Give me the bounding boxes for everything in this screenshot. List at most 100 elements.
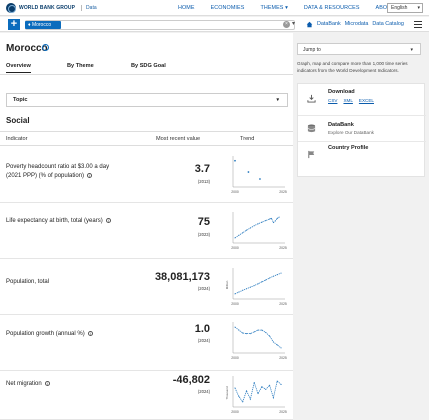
topic-select-label: Topic (13, 97, 28, 103)
trend-sparkline[interactable]: 2000 2025 (225, 319, 288, 361)
nav-about[interactable]: ABOUT (375, 5, 395, 11)
databank-subtitle: Explore Our DataBank (328, 130, 374, 135)
indicator-label[interactable]: Population growth (annual %) i (6, 330, 121, 339)
x-tick-label: 2025 (279, 410, 287, 414)
link-microdata[interactable]: Microdata (344, 21, 369, 27)
data-point (247, 171, 250, 173)
selected-country-chip[interactable]: ♦ Morocco (25, 21, 61, 29)
nav-economies[interactable]: ECONOMIES (210, 5, 245, 11)
download-xml-link[interactable]: XML (343, 98, 353, 103)
info-icon: i (105, 217, 111, 223)
nav-home[interactable]: HOME (178, 5, 195, 11)
x-tick-label: 2000 (231, 302, 239, 306)
indicator-year: (2024) (197, 389, 210, 394)
indicator-year: (2024) (197, 286, 210, 291)
indicator-label[interactable]: Population, total (6, 279, 50, 285)
series-line (234, 216, 280, 239)
data-point (253, 381, 255, 384)
nav-themes[interactable]: THEMES ▾ (260, 5, 288, 11)
nav-data-resources[interactable]: DATA & RESOURCES (303, 5, 360, 11)
data-point (242, 332, 244, 334)
country-search-input[interactable] (25, 20, 295, 30)
data-point (272, 275, 274, 277)
data-point (257, 283, 259, 285)
x-tick-label: 2000 (231, 190, 239, 194)
section-heading: Social (6, 116, 30, 125)
tab-by-theme[interactable]: By Theme (67, 63, 94, 69)
data-point (261, 386, 263, 388)
trend-sparkline[interactable]: 2000 2025 (225, 209, 288, 251)
link-databank[interactable]: DataBank (317, 21, 341, 27)
table-row: Population growth (annual %) i 1.0 (2024)… (0, 315, 293, 371)
indicator-year: (2013) (197, 179, 210, 184)
column-trend: Trend (240, 136, 255, 142)
data-point (276, 344, 278, 346)
data-point (272, 221, 274, 224)
tab-bar: Overview By Theme By SDG Goal (0, 63, 293, 75)
brand-section[interactable]: Data (81, 4, 97, 11)
database-icon (307, 124, 316, 133)
download-title: Download (328, 89, 355, 95)
hamburger-menu-icon[interactable] (414, 21, 422, 28)
world-bank-logo[interactable]: WORLD BANK GROUP Data (6, 2, 97, 13)
data-point (280, 383, 282, 385)
indicator-value: 75 (197, 216, 210, 228)
data-point (272, 341, 274, 343)
trend-sparkline[interactable]: 2000 2025 Million (225, 265, 288, 307)
data-point (274, 220, 276, 222)
series-line (234, 380, 282, 403)
link-data-catalog[interactable]: Data Catalog (372, 21, 404, 27)
download-csv-link[interactable]: CSV (328, 98, 338, 103)
x-tick-label: 2000 (231, 356, 239, 360)
page-title: Morocco (6, 43, 48, 54)
indicator-label[interactable]: Poverty headcount ratio at $3.00 a day (… (6, 164, 110, 179)
trend-sparkline[interactable]: 2000 2025 (225, 153, 288, 195)
main-nav: HOME ECONOMIES THEMES ▾ DATA & RESOURCES… (178, 0, 411, 16)
indicator-year: (2023) (197, 232, 210, 237)
home-icon[interactable] (306, 21, 313, 28)
x-tick-label: 2025 (279, 246, 287, 250)
info-icon[interactable]: i (42, 44, 49, 51)
x-tick-label: 2000 (231, 410, 239, 414)
table-header: Indicator Most recent value Trend (0, 131, 293, 146)
indicator-label[interactable]: Net migration i (6, 380, 121, 389)
data-point (249, 227, 251, 229)
topic-select[interactable]: Topic ▾ (6, 93, 288, 107)
data-point (280, 347, 282, 349)
data-point (242, 232, 244, 234)
language-select[interactable]: English ▾ (387, 3, 423, 13)
data-point (269, 218, 271, 220)
top-navigation-bar: WORLD BANK GROUP Data HOME ECONOMIES THE… (0, 0, 429, 16)
data-point (265, 388, 267, 390)
data-point (269, 335, 271, 337)
data-point (259, 178, 261, 180)
right-sidebar: Jump to ▾ Graph, map and compare more th… (297, 33, 429, 420)
trend-sparkline[interactable]: 2000 2025 Thousand (225, 373, 288, 415)
add-country-button[interactable]: + (8, 19, 20, 30)
data-point (245, 229, 248, 231)
download-excel-link[interactable]: EXCEL (358, 98, 374, 103)
clear-icon[interactable]: × (283, 21, 290, 28)
chevron-down-icon[interactable]: ▾ (292, 21, 296, 27)
data-point (245, 288, 248, 290)
data-point (261, 281, 263, 283)
chevron-down-icon: ▾ (276, 97, 279, 103)
brand-name: WORLD BANK GROUP (19, 4, 76, 11)
indicator-label[interactable]: Life expectancy at birth, total (years) i (6, 217, 121, 226)
databank-item[interactable]: DataBank Explore Our DataBank (298, 116, 426, 142)
y-axis-label: Thousand (225, 386, 229, 400)
table-row: Population, total 38,081,173 (2024) 2000… (0, 259, 293, 315)
data-point (261, 221, 263, 223)
country-profile-item[interactable]: Country Profile (298, 142, 426, 168)
data-point (261, 329, 263, 331)
tab-overview[interactable]: Overview (6, 63, 31, 73)
column-indicator: Indicator (6, 136, 28, 142)
flag-icon (308, 150, 315, 159)
jump-to-select[interactable]: Jump to ▾ (297, 43, 421, 55)
data-point (249, 333, 251, 335)
data-point (234, 293, 236, 295)
y-axis-label: Million (225, 280, 229, 289)
tab-by-sdg-goal[interactable]: By SDG Goal (131, 63, 166, 69)
data-point (253, 285, 255, 287)
country-profile-title: Country Profile (328, 145, 369, 151)
